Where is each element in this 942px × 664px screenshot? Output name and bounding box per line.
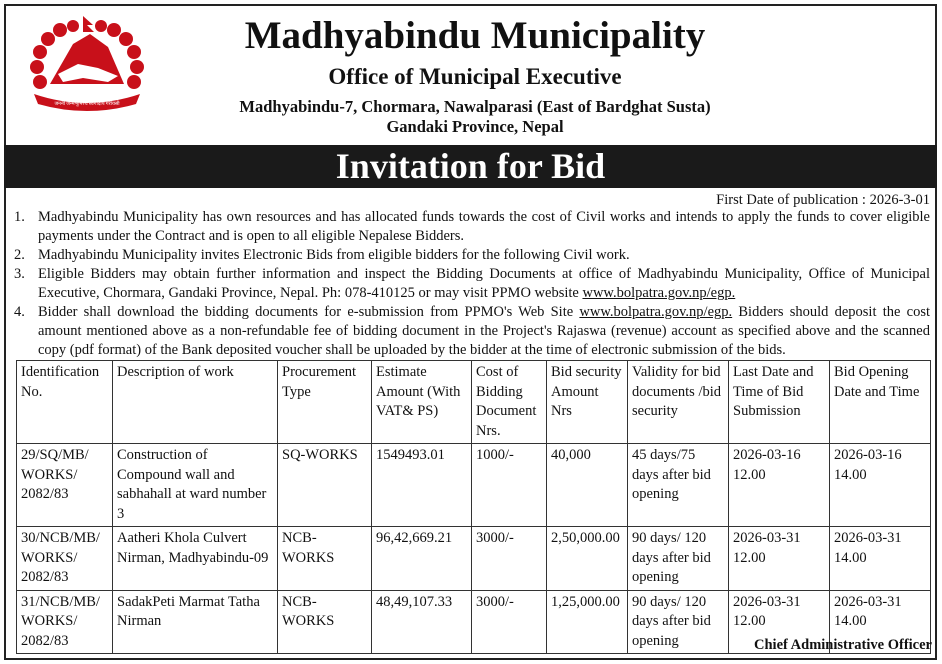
- table-cell: 90 days/ 120 days after bid opening: [627, 589, 729, 654]
- table-cell: 3000/-: [471, 589, 547, 654]
- table-cell: NCB-WORKS: [277, 526, 372, 591]
- table-cell: 30/NCB/MB/ WORKS/ 2082/83: [16, 526, 113, 591]
- notice-banner: Invitation for Bid: [4, 145, 937, 188]
- nepal-emblem-logo: जननी जन्मभूमिश्च स्वर्गादपि गरीयसी: [30, 16, 144, 111]
- table-row: 31/NCB/MB/ WORKS/ 2082/83 SadakPeti Marma…: [16, 589, 931, 654]
- table-cell: 2026-03-31 14.00: [829, 589, 931, 654]
- paragraph-number: 2.: [14, 247, 25, 263]
- column-header: Cost of Bidding Document Nrs.: [471, 360, 547, 444]
- paragraph-text: Eligible Bidders may obtain further info…: [38, 266, 930, 301]
- paragraph-text: Madhyabindu Municipality has own resourc…: [38, 209, 930, 244]
- table-header-row: Identification No. Description of work Pro…: [16, 360, 931, 444]
- table-cell: 1549493.01: [371, 443, 472, 527]
- table-cell: 3000/-: [471, 526, 547, 591]
- table-cell: 2026-03-31 12.00: [728, 589, 830, 654]
- table-cell: 40,000: [546, 443, 628, 527]
- office-name: Office of Municipal Executive: [328, 64, 622, 89]
- table-cell: 48,49,107.33: [371, 589, 472, 654]
- municipality-title: Madhyabindu Municipality: [244, 14, 706, 57]
- table-cell: 31/NCB/MB/ WORKS/ 2082/83: [16, 589, 113, 654]
- paragraph-text: Bidder shall download the bidding docume…: [38, 304, 580, 320]
- bolpatra-link[interactable]: www.bolpatra.gov.np/egp.: [582, 285, 736, 301]
- table-cell: 1000/-: [471, 443, 547, 527]
- paragraph-number: 1.: [14, 209, 25, 225]
- table-cell: 2026-03-16 14.00: [829, 443, 931, 527]
- table-row: 29/SQ/MB/ WORKS/ 2082/83 Construction of …: [16, 443, 931, 527]
- column-header: Description of work: [112, 360, 278, 444]
- paragraph-number: 3.: [14, 266, 25, 282]
- column-header: Bid security Amount Nrs: [546, 360, 628, 444]
- table-cell: Aatheri Khola Culvert Nirman, Madhyabind…: [112, 526, 278, 591]
- paragraph: 4. Bidder shall download the bidding docu…: [14, 303, 930, 360]
- table-cell: 29/SQ/MB/ WORKS/ 2082/83: [16, 443, 113, 527]
- table-cell: 2026-03-31 12.00: [728, 526, 830, 591]
- paragraph: 3. Eligible Bidders may obtain further in…: [14, 265, 930, 303]
- notice-paragraphs: 1. Madhyabindu Municipality has own resou…: [14, 208, 930, 360]
- table-cell: Construction of Compound wall and sabhah…: [112, 443, 278, 527]
- table-cell: SadakPeti Marmat Tatha Nirman: [112, 589, 278, 654]
- paragraph-text: Bidders should deposit the cost amount m…: [38, 304, 930, 358]
- table-cell: 1,25,000.00: [546, 589, 628, 654]
- paragraph: 1. Madhyabindu Municipality has own resou…: [14, 208, 930, 246]
- column-header: Estimate Amount (With VAT& PS): [371, 360, 472, 444]
- column-header: Bid Opening Date and Time: [829, 360, 931, 444]
- table-cell: 45 days/75 days after bid opening: [627, 443, 729, 527]
- table-cell: 96,42,669.21: [371, 526, 472, 591]
- address: Madhyabindu-7, Chormara, Nawalparasi (Ea…: [239, 97, 711, 116]
- table-cell: 2026-03-16 12.00: [728, 443, 830, 527]
- publication-date: First Date of publication : 2026-3-01: [716, 192, 930, 208]
- bolpatra-link[interactable]: www.bolpatra.gov.np/egp.: [579, 304, 733, 320]
- table-row: 30/NCB/MB/ WORKS/ 2082/83 Aatheri Khola C…: [16, 526, 931, 591]
- column-header: Validity for bid documents /bid security: [627, 360, 729, 444]
- table-cell: 2026-03-31 14.00: [829, 526, 931, 591]
- table-cell: 90 days/ 120 days after bid opening: [627, 526, 729, 591]
- province: Gandaki Province, Nepal: [386, 117, 564, 136]
- paragraph-text: Madhyabindu Municipality invites Electro…: [38, 247, 630, 263]
- table-cell: 2,50,000.00: [546, 526, 628, 591]
- paragraph: 2. Madhyabindu Municipality invites Elect…: [14, 246, 930, 265]
- emblem-motto: जननी जन्मभूमिश्च स्वर्गादपि गरीयसी: [54, 100, 120, 107]
- notice-frame: [4, 4, 937, 660]
- column-header: Procurement Type: [277, 360, 372, 444]
- table-cell: NCB-WORKS: [277, 589, 372, 654]
- column-header: Last Date and Time of Bid Submission: [728, 360, 830, 444]
- column-header: Identification No.: [16, 360, 113, 444]
- signature: Chief Administrative Officer: [754, 637, 932, 653]
- bid-table: Identification No. Description of work Pro…: [16, 360, 931, 654]
- paragraph-number: 4.: [14, 304, 25, 320]
- table-cell: SQ-WORKS: [277, 443, 372, 527]
